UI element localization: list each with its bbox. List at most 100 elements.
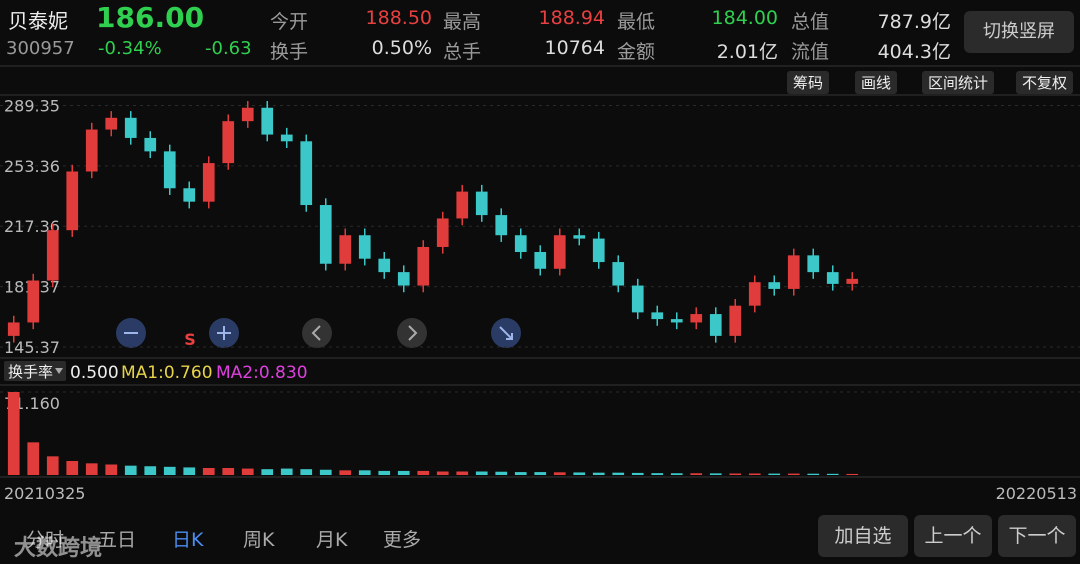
candle-body xyxy=(397,272,410,286)
volume-bar xyxy=(495,471,508,475)
action-button[interactable]: 下一个 xyxy=(998,515,1076,557)
candle-body xyxy=(670,319,683,323)
candle-body xyxy=(105,117,118,130)
stat-value: 404.3亿 xyxy=(877,41,951,63)
candle-body xyxy=(280,134,293,142)
volume-bar xyxy=(222,468,235,475)
action-button[interactable]: 加自选 xyxy=(818,515,908,557)
stat-value: 0.50% xyxy=(371,37,432,59)
candle-body xyxy=(495,215,508,236)
volume-bar xyxy=(183,467,196,475)
tab[interactable]: 更多 xyxy=(383,529,422,551)
tab[interactable]: 周K xyxy=(243,529,275,551)
candle-body xyxy=(163,151,176,189)
stat-label: 总手 xyxy=(443,41,482,63)
candle-body xyxy=(729,305,742,336)
candle-body xyxy=(748,282,761,306)
price: 186.00 xyxy=(96,1,205,34)
volume-bar xyxy=(631,472,644,475)
candle-body xyxy=(339,235,352,264)
volume-bar xyxy=(670,473,683,475)
icon xyxy=(217,326,231,340)
y-tick-label: 145.37 xyxy=(4,338,60,357)
candle-body xyxy=(846,278,859,284)
tab[interactable]: 分时 xyxy=(26,529,65,551)
candle-body xyxy=(144,137,157,152)
candle-body xyxy=(261,107,274,135)
volume-bar xyxy=(514,472,527,475)
volume-bar xyxy=(768,473,781,475)
tab[interactable]: 月K xyxy=(316,529,348,551)
next-button[interactable] xyxy=(397,318,427,348)
stat-value: 188.94 xyxy=(538,7,605,29)
stat-label: 最高 xyxy=(443,11,482,33)
prev-button[interactable] xyxy=(302,318,332,348)
ma2: MA2:0.830 xyxy=(216,363,308,383)
volume-bar xyxy=(612,472,625,475)
candle-body xyxy=(436,218,449,247)
toolbar-button[interactable]: 画线 xyxy=(855,71,898,94)
volume-bar xyxy=(358,470,371,475)
candle-body xyxy=(378,258,391,273)
indicator-name: 换手率 xyxy=(8,363,53,381)
y-tick-label: 253.36 xyxy=(4,157,60,176)
stat-value: 787.9亿 xyxy=(877,11,951,33)
candle-body xyxy=(202,163,215,202)
stat-value: 10764 xyxy=(544,37,605,59)
candle-body xyxy=(66,171,79,231)
candle-body xyxy=(241,107,254,122)
indicator-select[interactable] xyxy=(4,361,66,381)
candle-body xyxy=(514,235,527,252)
candle-body xyxy=(358,235,371,259)
stat-label: 金额 xyxy=(617,41,656,63)
candle-body xyxy=(690,314,703,323)
action-button[interactable]: 上一个 xyxy=(914,515,992,557)
volume-bar xyxy=(241,468,254,475)
volume-bar xyxy=(105,464,118,475)
toolbar-button[interactable]: 不复权 xyxy=(1016,71,1074,94)
candle-body xyxy=(222,121,235,164)
change: -0.63 xyxy=(205,38,252,59)
candle-body xyxy=(417,246,430,286)
rotate-button[interactable]: 切换竖屏 xyxy=(964,11,1074,53)
change-pct: -0.34% xyxy=(98,38,162,59)
tab[interactable]: 五日 xyxy=(98,529,137,551)
candle-body xyxy=(807,255,820,273)
volume-bar xyxy=(573,472,586,475)
volume-bar xyxy=(261,469,274,475)
volume-bar xyxy=(690,473,703,475)
volume-bar xyxy=(651,473,664,475)
volume-bar xyxy=(339,470,352,475)
volume-bar xyxy=(826,473,839,475)
ma1: MA1:0.760 xyxy=(121,363,213,383)
y-tick-label: 289.35 xyxy=(4,96,60,115)
stat-label: 最低 xyxy=(617,11,656,33)
toolbar-button[interactable]: 筹码 xyxy=(787,71,830,94)
candle-body xyxy=(651,312,664,320)
toolbar-button[interactable]: 区间统计 xyxy=(922,71,995,94)
volume-bar xyxy=(787,473,800,475)
stock-name: 贝泰妮 xyxy=(8,9,68,33)
date-label: 20220513 xyxy=(996,484,1077,503)
stat-label: 换手 xyxy=(270,41,309,63)
candle-body xyxy=(768,282,781,289)
stat-label: 今开 xyxy=(270,11,309,33)
stat-value: 184.00 xyxy=(711,7,778,29)
volume-bar xyxy=(163,466,176,475)
icon xyxy=(55,368,63,374)
candle-body xyxy=(85,129,98,172)
candle-body xyxy=(300,141,313,206)
volume-bar xyxy=(319,469,332,475)
volume-bar xyxy=(592,472,605,475)
watermark: 大数跨境 xyxy=(14,536,103,561)
stat-value: 188.50 xyxy=(365,7,432,29)
tab[interactable]: 日K xyxy=(172,529,204,551)
volume-bar xyxy=(85,463,98,475)
chart-controls xyxy=(116,318,521,348)
indicator-value: 0.500 xyxy=(70,363,119,383)
candle-body xyxy=(124,117,137,138)
volume-bar xyxy=(46,456,59,475)
stat-label: 流值 xyxy=(791,41,830,63)
volume-bar xyxy=(748,473,761,475)
